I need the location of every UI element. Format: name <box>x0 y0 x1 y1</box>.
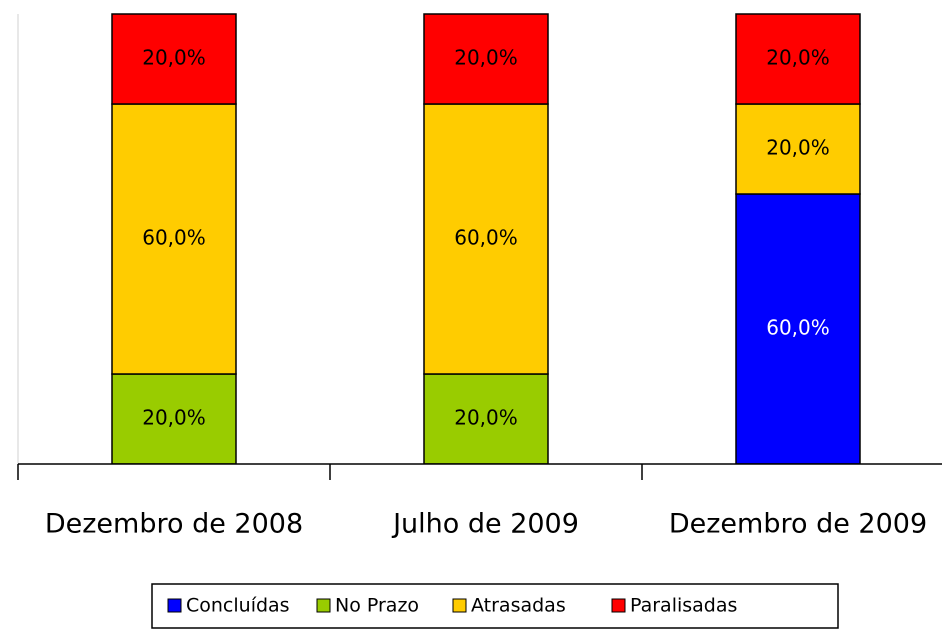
data-label: 20,0% <box>454 46 518 70</box>
data-label: 60,0% <box>766 316 830 340</box>
x-tick-label: Dezembro de 2009 <box>669 509 927 540</box>
data-label: 60,0% <box>142 226 206 250</box>
legend-swatch <box>167 598 182 613</box>
data-label: 20,0% <box>766 46 830 70</box>
bar-segment <box>111 373 237 464</box>
legend-label: Atrasadas <box>471 595 566 617</box>
legend-swatch <box>452 598 467 613</box>
legend-label: No Prazo <box>335 595 419 617</box>
bar-segment <box>111 13 237 105</box>
data-label: 20,0% <box>766 136 830 160</box>
x-tick-label: Dezembro de 2008 <box>45 509 303 540</box>
bar-segment <box>423 13 549 105</box>
data-label: 20,0% <box>142 46 206 70</box>
axes: Dezembro de 2008 Julho de 2009 Dezembro de… <box>17 14 942 540</box>
legend-swatch <box>611 598 626 613</box>
x-tick-label: Julho de 2009 <box>391 509 579 540</box>
legend-box <box>151 583 839 629</box>
data-label: 20,0% <box>454 406 518 430</box>
data-label: 60,0% <box>454 226 518 250</box>
bar-segment <box>111 103 237 375</box>
bar-segment <box>423 103 549 375</box>
legend-label: Paralisadas <box>630 595 737 617</box>
legend-swatch <box>316 598 331 613</box>
legend-label: Concluídas <box>186 595 290 617</box>
bar-segment <box>735 193 861 464</box>
bar-segment <box>423 373 549 464</box>
plot-area: 0,0%20,0%60,0%20,0%0,0%20,0%60,0%20,0%60… <box>111 13 861 464</box>
data-label: 20,0% <box>142 406 206 430</box>
bar-segment <box>735 13 861 105</box>
